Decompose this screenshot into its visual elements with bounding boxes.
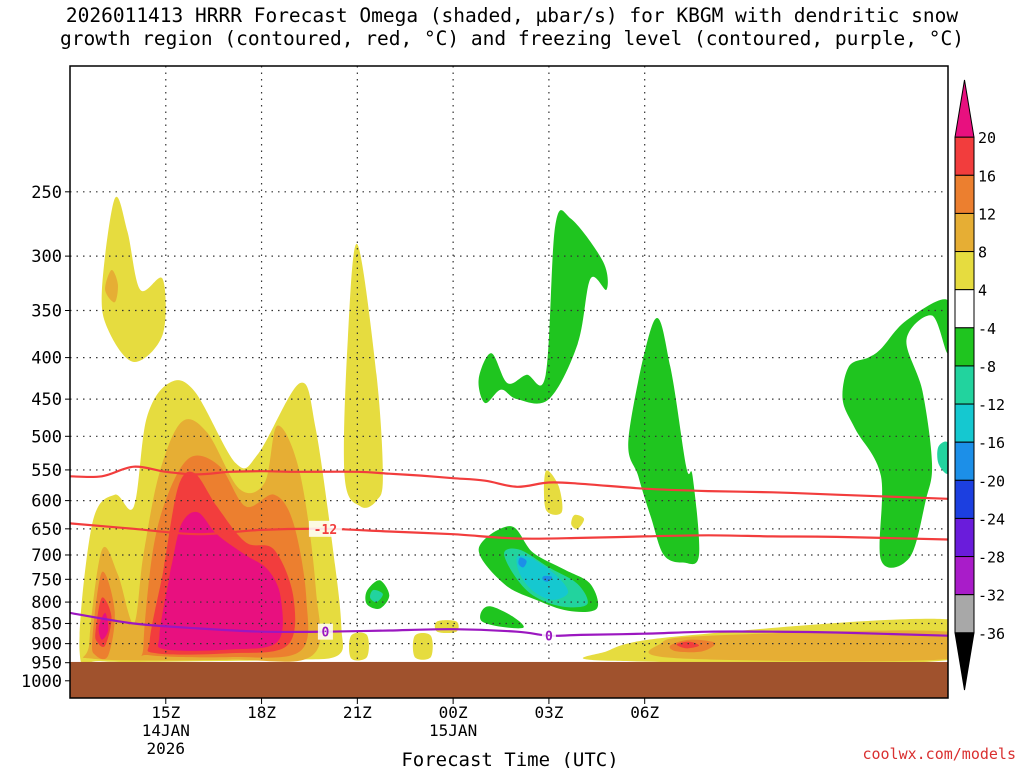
omega-region-8-11 bbox=[648, 630, 948, 662]
colorbar-label-5: -4 bbox=[978, 320, 996, 338]
colorbar-label-13: -36 bbox=[978, 625, 1005, 643]
x-tick-label-21Z: 21Z bbox=[343, 703, 372, 722]
isotherm-0 bbox=[70, 522, 948, 541]
colorbar: 20 16 12 8 4 -4 -8 -12 -16 -20 -24 -28 -32 -36 bbox=[954, 79, 1005, 691]
y-tick-label-650: 650 bbox=[31, 520, 62, 540]
colorbar-top-triangle bbox=[954, 79, 975, 138]
omega-region-4-0 bbox=[101, 196, 166, 363]
colorbar-bottom-triangle bbox=[954, 632, 975, 691]
x-tick-label-15Z: 15Z bbox=[151, 703, 180, 722]
isotherm-1 bbox=[70, 465, 948, 500]
y-tick-label-800: 800 bbox=[31, 593, 62, 613]
x-tick-label-00Z: 00Z bbox=[439, 703, 468, 722]
colorbar-swatch-12 bbox=[954, 594, 975, 634]
omega-region-m4-22 bbox=[628, 318, 700, 565]
colorbar-swatch-1 bbox=[954, 174, 975, 214]
colorbar-label-2: 12 bbox=[978, 205, 996, 223]
omega-region-m16-30 bbox=[518, 557, 527, 568]
isotherm-label-bg-2 bbox=[317, 623, 333, 640]
plot-frame bbox=[69, 65, 949, 699]
x-tick-date-15Z: 14JAN bbox=[142, 721, 190, 740]
colorbar-label-10: -24 bbox=[978, 510, 1005, 528]
x-axis-label: Forecast Time (UTC) bbox=[401, 749, 618, 768]
omega-region-m4-25 bbox=[480, 606, 524, 629]
omega-region-8-9 bbox=[105, 269, 118, 303]
omega-region-m12-29 bbox=[516, 555, 569, 600]
isotherm-label-2: 0 bbox=[322, 626, 330, 641]
colorbar-swatch-3 bbox=[954, 251, 975, 291]
isotherm-label-bg-0 bbox=[308, 520, 342, 537]
ground-below-surface bbox=[70, 661, 948, 698]
chart-title-line-2: growth region (contoured, red, °C) and f… bbox=[60, 27, 964, 50]
isotherm-label-bg-2b bbox=[541, 627, 556, 644]
omega-region-4-4 bbox=[434, 620, 459, 633]
omega-region-20-19 bbox=[158, 511, 283, 651]
y-tick-label-500: 500 bbox=[31, 427, 62, 447]
isotherm-label-2b: 0 bbox=[545, 630, 553, 645]
omega-region-m4-21 bbox=[842, 299, 948, 568]
omega-region-4-7 bbox=[571, 514, 585, 529]
colorbar-swatch-6 bbox=[954, 365, 975, 405]
colorbar-swatch-7 bbox=[954, 403, 975, 443]
colorbar-label-12: -32 bbox=[978, 587, 1005, 605]
colorbar-label-4: 4 bbox=[978, 282, 987, 300]
colorbar-label-1: 16 bbox=[978, 167, 996, 185]
colorbar-swatch-5 bbox=[954, 327, 975, 367]
omega-region-4-2 bbox=[343, 243, 383, 508]
colorbar-swatch-4 bbox=[954, 289, 975, 329]
y-tick-label-400: 400 bbox=[31, 349, 62, 369]
source-credit: coolwx.com/models bbox=[862, 745, 1016, 763]
colorbar-label-11: -28 bbox=[978, 549, 1005, 567]
y-tick-label-1000: 1000 bbox=[21, 672, 62, 692]
colorbar-swatch-10 bbox=[954, 517, 975, 558]
colorbar-label-7: -12 bbox=[978, 396, 1005, 414]
chart-title-line-1: 2026011413 HRRR Forecast Omega (shaded, … bbox=[65, 4, 959, 27]
omega-region-m8-28 bbox=[937, 441, 948, 474]
x-tick-date-00Z: 15JAN bbox=[429, 721, 477, 740]
omega-region-m16-31 bbox=[542, 575, 553, 582]
colorbar-label-0: 20 bbox=[978, 129, 996, 147]
y-tick-label-600: 600 bbox=[31, 492, 62, 512]
y-tick-label-350: 350 bbox=[31, 301, 62, 321]
omega-region-4-3 bbox=[348, 632, 369, 661]
colorbar-swatch-9 bbox=[954, 479, 975, 519]
isotherm-2 bbox=[70, 611, 948, 637]
omega-region-4-5 bbox=[412, 633, 433, 660]
y-tick-label-300: 300 bbox=[31, 247, 62, 267]
y-tick-label-550: 550 bbox=[31, 461, 62, 481]
colorbar-label-3: 8 bbox=[978, 244, 987, 262]
y-tick-label-850: 850 bbox=[31, 614, 62, 634]
omega-region-m4-20 bbox=[478, 210, 608, 404]
omega-region-m8-27 bbox=[370, 589, 383, 603]
x-tick-label-06Z: 06Z bbox=[630, 703, 659, 722]
y-tick-label-950: 950 bbox=[31, 654, 62, 674]
x-tick-year-15Z: 2026 bbox=[147, 739, 186, 758]
colorbar-swatch-11 bbox=[954, 556, 975, 596]
colorbar-swatch-0 bbox=[954, 136, 975, 176]
colorbar-swatch-8 bbox=[954, 441, 975, 481]
colorbar-label-6: -8 bbox=[978, 358, 996, 376]
isotherm-label-0: -12 bbox=[314, 523, 337, 538]
y-tick-label-700: 700 bbox=[31, 546, 62, 566]
omega-region-4-6 bbox=[543, 470, 563, 515]
colorbar-swatch-2 bbox=[954, 212, 975, 253]
colorbar-label-8: -16 bbox=[978, 434, 1005, 452]
y-tick-label-900: 900 bbox=[31, 635, 62, 655]
y-tick-label-250: 250 bbox=[31, 183, 62, 203]
x-tick-label-18Z: 18Z bbox=[247, 703, 276, 722]
y-tick-label-450: 450 bbox=[31, 390, 62, 410]
chart-title: 2026011413 HRRR Forecast Omega (shaded, … bbox=[0, 4, 1024, 50]
x-tick-label-03Z: 03Z bbox=[534, 703, 563, 722]
colorbar-label-9: -20 bbox=[978, 472, 1005, 490]
y-tick-label-750: 750 bbox=[31, 570, 62, 590]
